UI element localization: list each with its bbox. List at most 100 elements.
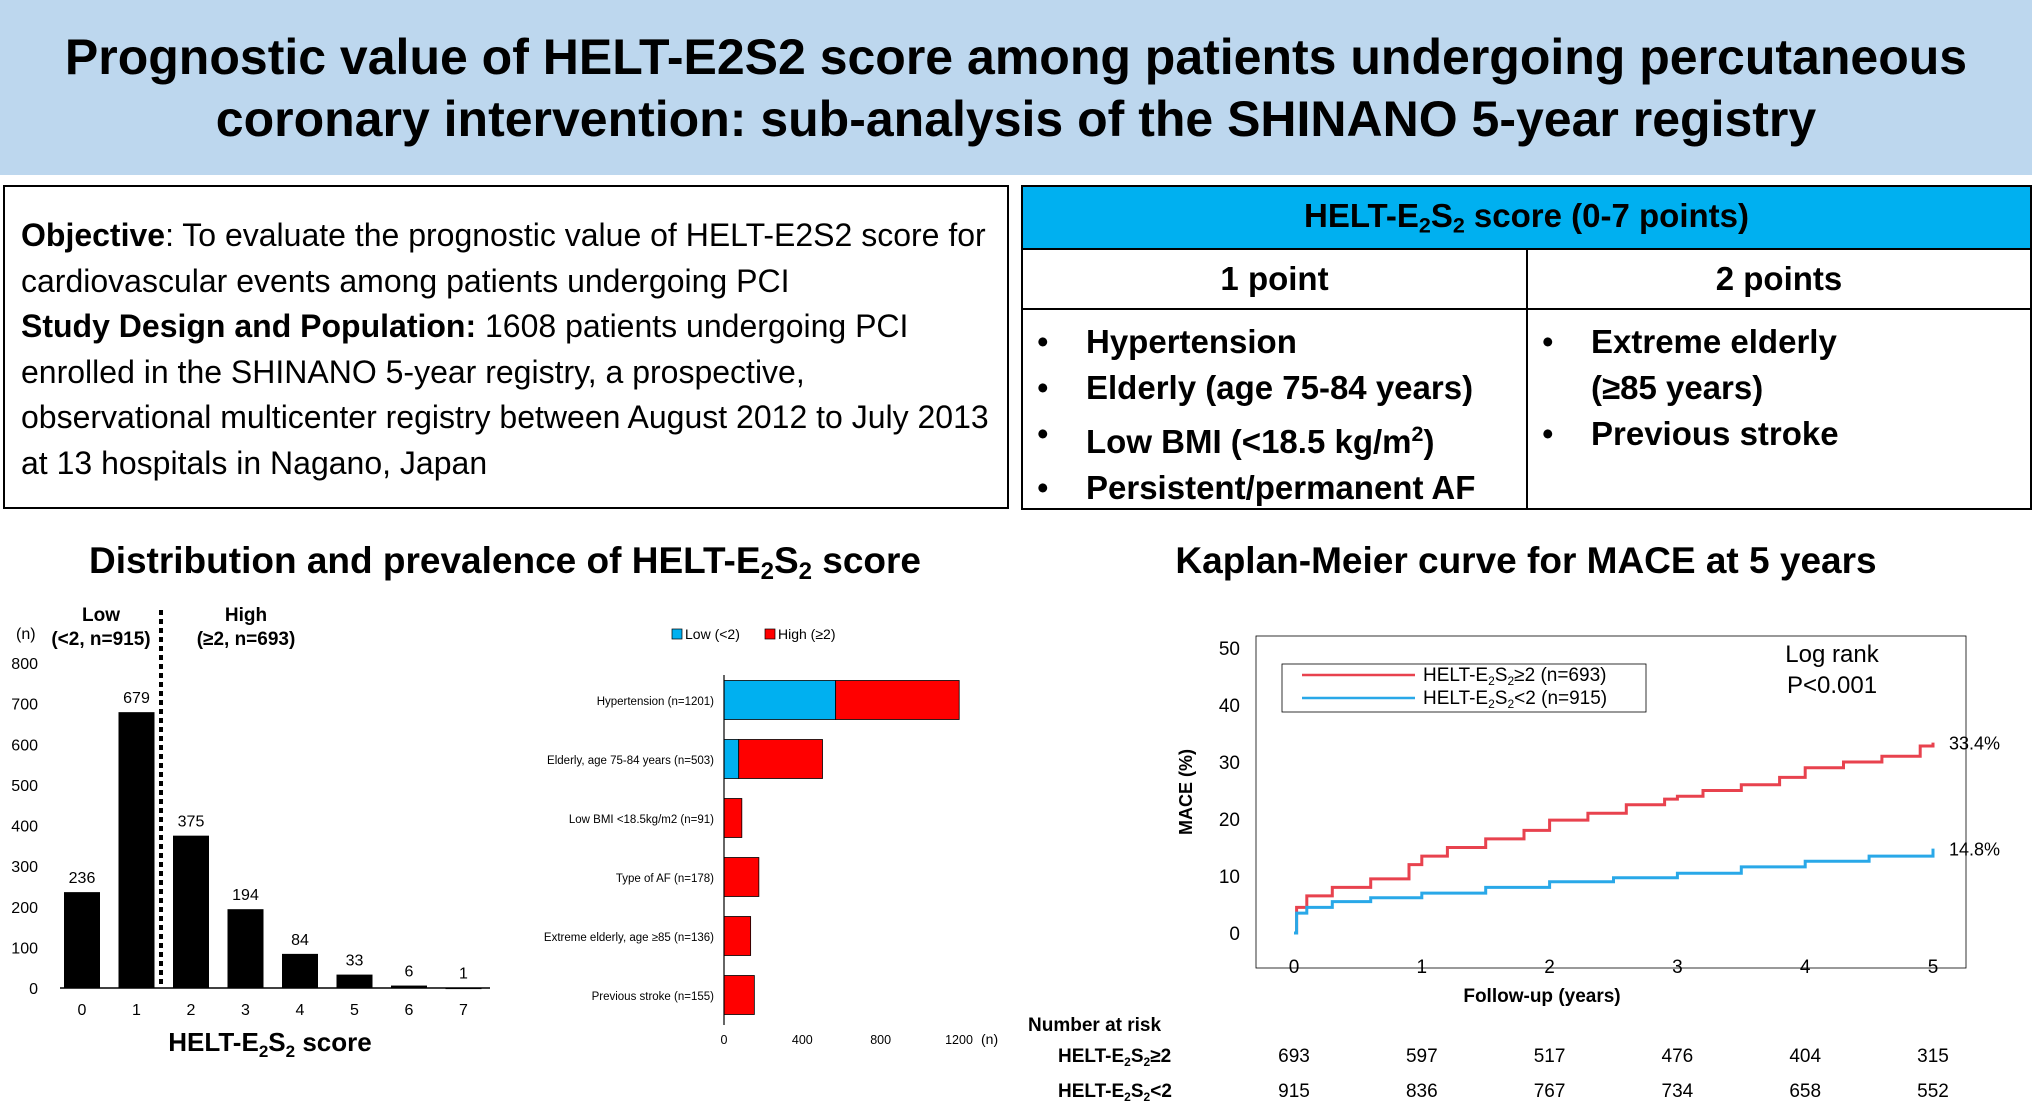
prevalence-bar-segment (723, 975, 755, 1015)
risk-value: 658 (1789, 1081, 1821, 1102)
dist-x-tick: 2 (187, 1002, 196, 1019)
dist-x-tick: 3 (241, 1002, 250, 1019)
risk-value: 767 (1534, 1081, 1566, 1102)
kaplan-meier-chart: 0 10 20 30 40 50 0 1 2 3 4 5 33.4% 14.8% HELT-E2S2≥… (1028, 635, 2000, 1104)
km-x-tick: 3 (1672, 957, 1683, 978)
dist-bar (336, 974, 373, 988)
km-y-tick: 10 (1219, 867, 1240, 888)
objective-text: : To evaluate the prognostic value of HE… (21, 217, 986, 299)
km-y-tick: 50 (1219, 639, 1240, 660)
risk-value: 476 (1662, 1046, 1694, 1067)
distribution-bar-chart: 236 679 375 194 84 33 6 1 0 1 2 3 4 5 6 7 0 100 200 300 40… (11, 605, 490, 1061)
dist-x-label: HELT-E2S2 score (168, 1027, 371, 1061)
dist-y-tick: 400 (11, 819, 38, 836)
title-banner: Prognostic value of HELT-E2S2 score amon… (0, 0, 2032, 175)
dist-x-tick: 4 (296, 1002, 305, 1019)
risk-value: 315 (1917, 1046, 1949, 1067)
dist-bar-label: 194 (232, 887, 259, 904)
design-text: 1608 patients undergoing PCI enrolled in… (21, 308, 989, 481)
two-points-list: Extreme elderly (≥85 years) Previous str… (1528, 319, 1908, 457)
score-table: HELT-E2S2 score (0-7 points) 1 point 2 p… (1021, 185, 2032, 511)
criterion-extreme-elderly: Extreme elderly (≥85 years) (1528, 319, 1908, 411)
objective-box: Objective: To evaluate the prognostic va… (3, 185, 1009, 509)
prevalence-categories: Hypertension (n=1201) Elderly, age 75-84 … (544, 696, 714, 1003)
legend-low-label: Low (<2) (685, 626, 740, 642)
prevalence-bar-segment (723, 798, 743, 838)
design-label: Study Design and Population: (21, 308, 477, 344)
table-divider (1526, 250, 1528, 508)
dist-x-tick: 1 (132, 1002, 141, 1019)
two-points-header: 2 points (1528, 250, 2030, 310)
dist-y-tick: 600 (11, 737, 38, 754)
km-plot-frame (1255, 635, 1967, 969)
prevalence-bar-chart: Low (<2) High (≥2) Hypertension (n=1201)… (544, 626, 998, 1047)
criterion-previous-stroke: Previous stroke (1528, 411, 1908, 457)
prevalence-category-label: Hypertension (n=1201) (597, 696, 714, 708)
prevalence-category-label: Type of AF (n=178) (616, 873, 714, 885)
dist-y-tick: 700 (11, 697, 38, 714)
legend-high-label: High (≥2) (778, 626, 835, 642)
km-x-tick: 4 (1800, 957, 1811, 978)
dist-bar-label: 1 (459, 966, 468, 983)
risk-table-values: 693 597 517 476 404 315 915 836 767 734 658 552 (1278, 1046, 1949, 1102)
prevalence-bar-segment (723, 680, 837, 720)
dist-y-tick: 0 (29, 981, 38, 998)
prevalence-x-tick: 800 (870, 1033, 891, 1047)
prevalence-category-label: Low BMI <18.5kg/m2 (n=91) (569, 814, 714, 826)
dist-bar-label: 6 (405, 964, 414, 981)
dist-bar-label: 236 (69, 870, 96, 887)
km-y-ticks: 0 10 20 30 40 50 (1219, 639, 1240, 945)
prevalence-x-unit: (n) (981, 1031, 998, 1047)
group-high-name: High (225, 605, 267, 626)
risk-row-low-label: HELT-E2S2<2 (1058, 1081, 1172, 1104)
km-curve (1294, 742, 1935, 935)
one-point-list: Hypertension Elderly (age 75-84 years) L… (1023, 319, 1523, 511)
group-low-name: Low (82, 605, 120, 626)
dist-bar (118, 712, 155, 988)
criterion-elderly: Elderly (age 75-84 years) (1023, 365, 1523, 411)
title-line-1: Prognostic value of HELT-E2S2 score amon… (64, 28, 1968, 85)
prevalence-category-label: Extreme elderly, age ≥85 (n=136) (544, 932, 714, 944)
dist-y-tick: 300 (11, 859, 38, 876)
prevalence-category-label: Elderly, age 75-84 years (n=503) (547, 755, 714, 767)
legend-high-swatch (764, 628, 776, 640)
km-curve (1294, 848, 1935, 935)
dist-bar-label: 679 (123, 690, 150, 707)
prevalence-bar-segment (738, 739, 823, 779)
dist-bar (282, 953, 318, 988)
km-legend-high-label: HELT-E2S2≥2 (n=693) (1423, 665, 1606, 688)
group-high-detail: (≥2, n=693) (197, 629, 296, 650)
score-table-header: HELT-E2S2 score (0-7 points) (1023, 187, 2030, 250)
km-y-label: MACE (%) (1176, 749, 1196, 835)
prevalence-bar-segment (723, 739, 740, 779)
distribution-bars (64, 712, 482, 990)
km-section-title: Kaplan-Meier curve for MACE at 5 years (1175, 540, 1877, 581)
distribution-value-labels: 236 679 375 194 84 33 6 1 (69, 690, 468, 982)
dist-bar (227, 909, 264, 988)
legend-low-swatch (671, 628, 683, 640)
dist-x-tick: 7 (459, 1002, 468, 1019)
km-logrank-label: Log rank (1785, 641, 1879, 668)
risk-row-high-label: HELT-E2S2≥2 (1058, 1046, 1171, 1069)
dist-x-tick: 0 (78, 1002, 87, 1019)
title-line-2: coronary intervention: sub-analysis of t… (215, 90, 1817, 147)
km-y-tick: 20 (1219, 810, 1240, 831)
km-legend-low-label: HELT-E2S2<2 (n=915) (1423, 688, 1607, 711)
km-end-labels: 33.4% 14.8% (1949, 734, 2000, 860)
dist-y-tick: 500 (11, 778, 38, 795)
dist-bar-label: 84 (291, 932, 309, 949)
risk-table-title: Number at risk (1028, 1015, 1161, 1036)
km-legend-box (1281, 663, 1647, 713)
prevalence-bar-segment (723, 916, 752, 956)
km-y-tick: 30 (1219, 753, 1240, 774)
dist-bar (391, 985, 427, 988)
dist-y-tick: 100 (11, 940, 38, 957)
risk-value: 404 (1789, 1046, 1821, 1067)
group-low-detail: (<2, n=915) (51, 629, 150, 650)
prevalence-category-label: Previous stroke (n=155) (592, 991, 715, 1003)
km-x-ticks: 0 1 2 3 4 5 (1289, 957, 1939, 978)
dist-bar (445, 987, 482, 990)
km-curves (1294, 742, 1935, 935)
criterion-hypertension: Hypertension (1023, 319, 1523, 365)
prevalence-x-tick: 1200 (945, 1033, 973, 1047)
